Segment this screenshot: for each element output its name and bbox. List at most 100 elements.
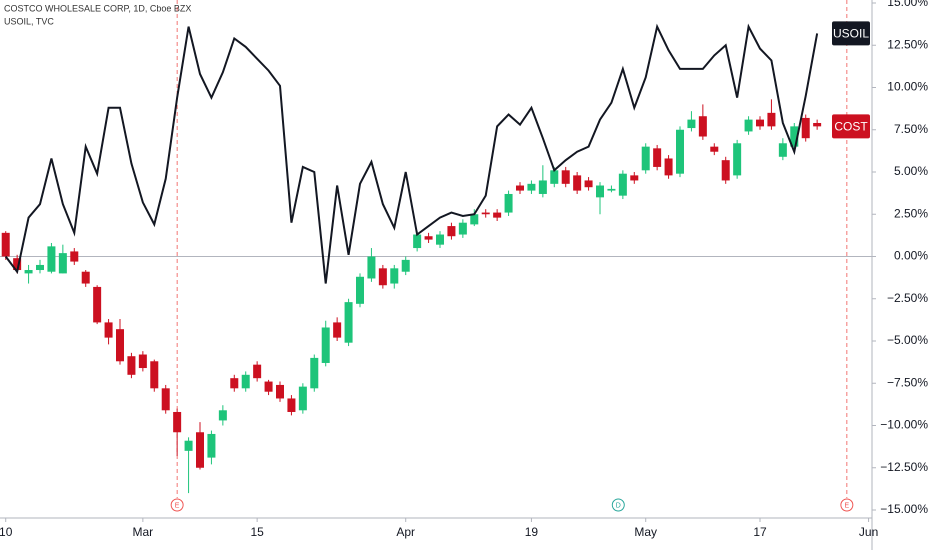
candle-body [698,116,707,137]
candle-body [127,356,136,375]
candle-body [321,327,330,363]
candle-body [81,271,90,284]
candle-body [778,143,787,157]
candle-body [287,398,296,412]
candle-body [607,188,616,191]
candle-body [344,302,353,343]
candle-body [721,160,730,181]
price-tag-label: USOIL [833,27,869,41]
candle-body [13,258,22,271]
candle-body [276,384,284,399]
y-tick-label: −7.50% [887,375,928,389]
event-marker [840,498,854,512]
candle-body [790,126,799,147]
candle-body [413,234,422,249]
y-tick-label: 10.00% [887,80,928,94]
event-label: E [845,502,850,509]
candle-body [70,251,79,262]
candle-body [813,122,822,127]
candle-body [1,232,10,257]
x-tick-label: 17 [753,525,767,539]
y-tick-label: 7.50% [894,122,928,136]
legend-main: COSTCO WHOLESALE CORP, 1D, Cboe BZX [4,3,191,13]
candle-body [767,112,776,127]
y-tick-label: 0.00% [894,249,928,263]
candle-body [676,129,684,174]
candle-body [664,158,673,176]
candle-body [801,117,810,139]
candle-body [401,259,410,272]
candle-body [104,322,113,338]
candle-body [150,361,159,389]
y-tick-label: 2.50% [894,206,928,220]
y-tick-label: −12.50% [880,460,928,474]
candle-body [230,378,239,389]
candle-body [573,175,582,191]
x-tick-label: May [634,525,657,539]
candle-body [436,234,444,245]
candle-body [733,143,742,176]
price-tag-label: COST [834,120,868,134]
candle-body [447,226,456,237]
y-tick-label: −15.00% [880,502,928,516]
candle-body [47,246,56,272]
candle-body [184,440,193,451]
candle-body [310,357,319,389]
candle-body [390,268,399,284]
candle-body [653,148,662,167]
y-tick-label: −10.00% [880,418,928,432]
candle-body [744,119,753,132]
candle-body [253,364,262,379]
candle-body [538,180,547,194]
y-tick-label: 15.00% [887,0,928,9]
candle-body [516,185,524,191]
candle-body [24,270,33,274]
x-tick-label: Mar [133,525,154,539]
event-label: D [616,502,621,509]
candle-body [424,236,433,240]
candle-body [710,146,719,152]
candle-body [264,381,273,392]
event-marker [611,498,625,512]
candle-body [333,322,342,338]
candle-body [756,119,764,127]
candle-body [527,183,536,191]
candle-body [481,212,490,215]
candle-body [596,185,604,198]
candle-body [458,222,467,235]
candle-body [584,180,593,188]
x-tick-label: 10 [0,525,13,539]
candle-body [207,433,216,458]
candle-body [356,276,364,304]
y-tick-label: −5.00% [887,333,928,347]
candle-body [470,214,479,225]
candle-body [561,170,570,184]
price-tag [832,114,870,139]
candle-body [93,286,102,323]
candle-body [493,212,502,218]
price-tag [832,21,870,46]
candle-body [687,119,696,129]
candle-body [504,193,513,213]
candle-body [241,374,250,389]
candle-body [218,410,227,421]
x-tick-label: 19 [525,525,539,539]
candle-body [550,170,559,184]
legend-compare: USOIL, TVC [4,16,54,26]
candle-body [58,253,67,274]
candle-body [36,264,44,271]
candle-body [367,256,376,279]
y-tick-label: −2.50% [887,291,928,305]
y-tick-label: 5.00% [894,164,928,178]
x-tick-label: Apr [396,525,415,539]
candle-body [173,411,182,433]
candle-body [641,146,650,171]
candle-body [116,329,124,362]
candle-body [138,354,147,369]
candle-body [378,268,387,286]
candle-body [618,173,627,196]
candle-body [161,388,170,411]
event-marker [170,498,184,512]
x-tick-label: 15 [250,525,264,539]
